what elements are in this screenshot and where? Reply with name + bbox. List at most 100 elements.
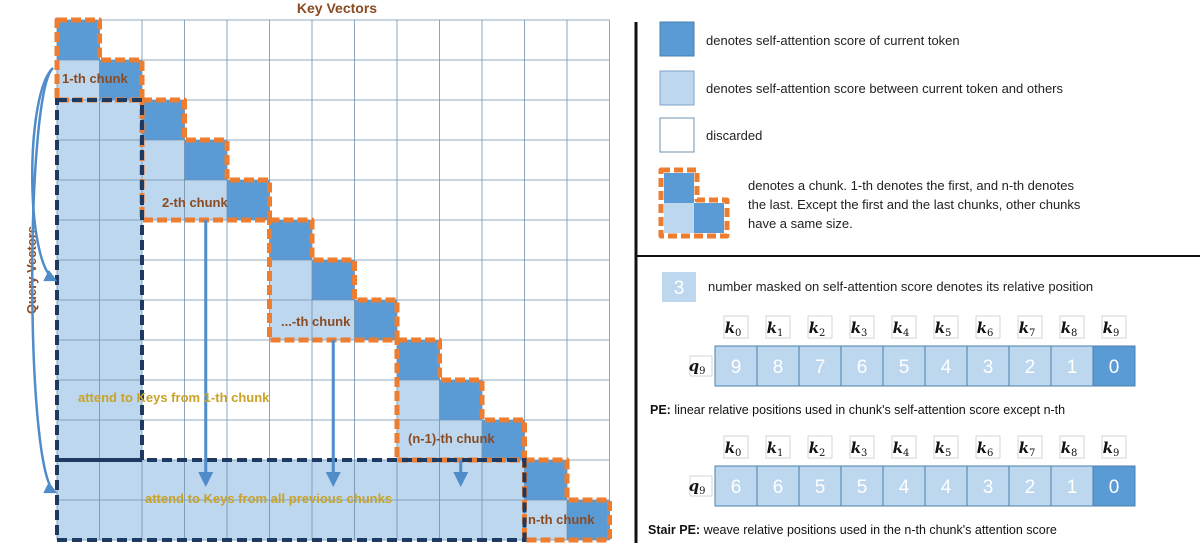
pe-value: 4 xyxy=(941,357,952,378)
pe-cell xyxy=(1008,465,1052,507)
key-box xyxy=(849,315,875,339)
chunk-label-1: 1-th chunk xyxy=(62,71,128,86)
key-subscript: 4 xyxy=(903,328,909,339)
key-box xyxy=(1059,435,1085,459)
grid-cell xyxy=(397,420,440,460)
grid-cell xyxy=(482,460,525,500)
pe-cell xyxy=(1050,465,1094,507)
legend-between-text: denotes self-attention score between cur… xyxy=(706,81,1063,96)
grid-title: Key Vectors xyxy=(297,0,377,16)
grid-cell xyxy=(439,500,482,540)
pe-value: 6 xyxy=(857,357,868,378)
pe-caption-stair-rest: weave relative positions used in the n-t… xyxy=(700,523,1057,537)
grid-cell xyxy=(439,380,482,420)
key-subscript: 1 xyxy=(777,448,783,459)
pe-value: 1 xyxy=(1067,477,1078,498)
grid-cell xyxy=(57,140,100,180)
grid-cell xyxy=(142,100,185,140)
grid-cell xyxy=(227,460,270,500)
pe-cell xyxy=(756,465,800,507)
key-subscript: 0 xyxy=(735,328,741,339)
pe-cell xyxy=(1092,465,1136,507)
grid-cell xyxy=(312,500,355,540)
grid-cell xyxy=(57,220,100,260)
key-box xyxy=(1017,315,1043,339)
grid-cell xyxy=(57,460,100,500)
grid-cell xyxy=(99,380,142,420)
grid-cell xyxy=(397,460,440,500)
key-subscript: 3 xyxy=(861,448,867,459)
grid-cell xyxy=(142,180,185,220)
grid-cell xyxy=(227,180,270,220)
grid-cell xyxy=(142,460,185,500)
grid-cell xyxy=(354,460,397,500)
key-box xyxy=(891,435,917,459)
grid-cell xyxy=(312,260,355,300)
legend-chunk-line-1: denotes a chunk. 1-th denotes the first,… xyxy=(748,178,1074,193)
key-box xyxy=(933,315,959,339)
pe-cell xyxy=(1092,345,1136,387)
legend-swatch-current xyxy=(659,21,695,57)
grid-cell xyxy=(482,420,525,460)
chunk-label-n: n-th chunk xyxy=(528,512,595,527)
key-subscript: 5 xyxy=(945,448,951,459)
query-box xyxy=(689,355,713,377)
grid-cell xyxy=(524,460,567,500)
key-box xyxy=(975,315,1001,339)
grid-cell xyxy=(99,340,142,380)
grid-cell xyxy=(57,300,100,340)
grid-cell xyxy=(397,380,440,420)
chunk-outline xyxy=(54,17,145,103)
pe-value: 0 xyxy=(1109,357,1120,378)
key-subscript: 7 xyxy=(1029,328,1035,339)
legend-discarded-text: discarded xyxy=(706,128,762,143)
grid-cell xyxy=(439,420,482,460)
key-box xyxy=(807,315,833,339)
grid-cell xyxy=(99,300,142,340)
grid-cell xyxy=(269,260,312,300)
pe-value: 0 xyxy=(1109,477,1120,498)
grid-cell xyxy=(312,300,355,340)
attend-previous-label: attend to Keys from all previous chunks xyxy=(145,491,392,506)
grid-cell xyxy=(184,180,227,220)
pe-cell xyxy=(714,465,758,507)
grid-cell xyxy=(184,140,227,180)
pe-value: 1 xyxy=(1067,357,1078,378)
grid-cell xyxy=(99,220,142,260)
attention-grid: Key Vectors Query Vectors 1-th chunk 2-t… xyxy=(24,0,612,543)
key-box xyxy=(723,315,749,339)
pe-value: 4 xyxy=(899,477,910,498)
pe-value: 3 xyxy=(983,477,994,498)
grid-cell xyxy=(57,260,100,300)
pe-value: 2 xyxy=(1025,477,1036,498)
grid-cell xyxy=(57,380,100,420)
chunk-label-2: 2-th chunk xyxy=(162,195,228,210)
key-subscript: 8 xyxy=(1071,328,1077,339)
pe-value: 5 xyxy=(815,477,826,498)
pe-cell xyxy=(798,345,842,387)
grid-cell xyxy=(142,500,185,540)
key-subscript: 6 xyxy=(987,328,993,339)
grid-cell xyxy=(99,500,142,540)
grid-cell xyxy=(99,180,142,220)
query-subscript: 9 xyxy=(699,486,705,497)
pe-cell xyxy=(1008,345,1052,387)
legend-chunk-icon xyxy=(658,167,730,239)
key-box xyxy=(1059,315,1085,339)
key-subscript: 9 xyxy=(1113,328,1119,339)
key-box xyxy=(849,435,875,459)
position-encoding-panel: 3 number masked on self-attention score … xyxy=(648,272,1136,537)
pe-cell xyxy=(756,345,800,387)
pe-caption-linear: PE: linear relative positions used in ch… xyxy=(650,403,1065,417)
legend-current-text: denotes self-attention score of current … xyxy=(706,33,960,48)
key-subscript: 2 xyxy=(819,448,825,459)
grid-cell xyxy=(269,460,312,500)
grid-cell xyxy=(99,460,142,500)
key-subscript: 4 xyxy=(903,448,909,459)
key-subscript: 7 xyxy=(1029,448,1035,459)
grid-cell xyxy=(142,140,185,180)
key-box xyxy=(891,315,917,339)
key-subscript: 3 xyxy=(861,328,867,339)
